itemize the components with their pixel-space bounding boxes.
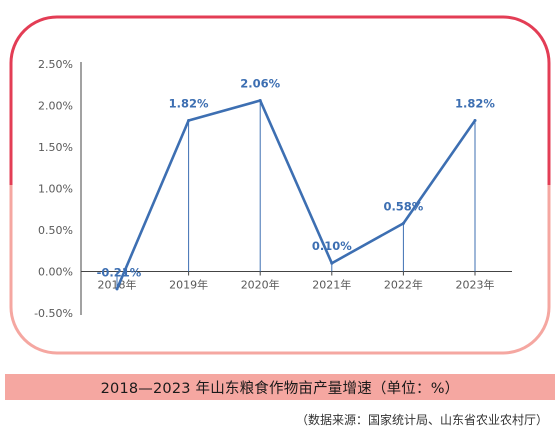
data-labels: -0.21% 1.82% 2.06% 0.10% 0.58% 1.82% [97,77,496,280]
y-tick-label: -0.50% [34,307,73,320]
data-label: 2.06% [240,77,280,91]
data-point [401,221,405,225]
x-axis: 2018年2019年2020年2021年2022年2023年 [81,271,512,292]
frame-border-bottom [9,185,551,355]
x-tick-label: 2021年 [312,278,351,292]
series-line-segment [402,119,477,225]
drop-lines [116,100,476,289]
x-tick-label: 2022年 [384,278,423,292]
series [115,99,477,291]
data-point [115,287,119,291]
series-line-segment [330,222,405,265]
data-point [258,99,262,103]
data-label: 0.58% [383,199,423,213]
chart-caption: 2018—2023 年山东粮食作物亩产量增速（单位：%） [100,380,460,397]
caption-bar: 2018—2023 年山东粮食作物亩产量增速（单位：%） [5,374,555,400]
frame-border-top [9,15,551,185]
series-line-segment [258,99,334,265]
data-label: 0.10% [312,239,352,253]
data-point [330,261,334,265]
y-tick-label: 0.50% [38,224,73,237]
series-line-segment [187,99,262,122]
data-source-note: （数据来源：国家统计局、山东省农业农村厅） [295,413,548,427]
data-label: 1.82% [455,96,495,110]
data-label: -0.21% [97,266,142,280]
x-tick-label: 2019年 [169,278,208,292]
y-axis: 2.50% 2.00% 1.50% 1.00% 0.50% 0.00% -0.50% [34,58,82,320]
y-tick-label: 2.50% [38,58,73,71]
series-line-segment [115,119,190,291]
y-tick-label: 0.00% [38,266,73,279]
x-tick-label: 2020年 [241,278,280,292]
y-tick-label: 1.50% [38,141,73,154]
data-point [473,118,477,122]
y-tick-label: 1.00% [38,183,73,196]
x-tick-label: 2023年 [456,278,495,292]
y-tick-label: 2.00% [38,100,73,113]
data-point [187,118,191,122]
data-label: 1.82% [169,96,209,110]
